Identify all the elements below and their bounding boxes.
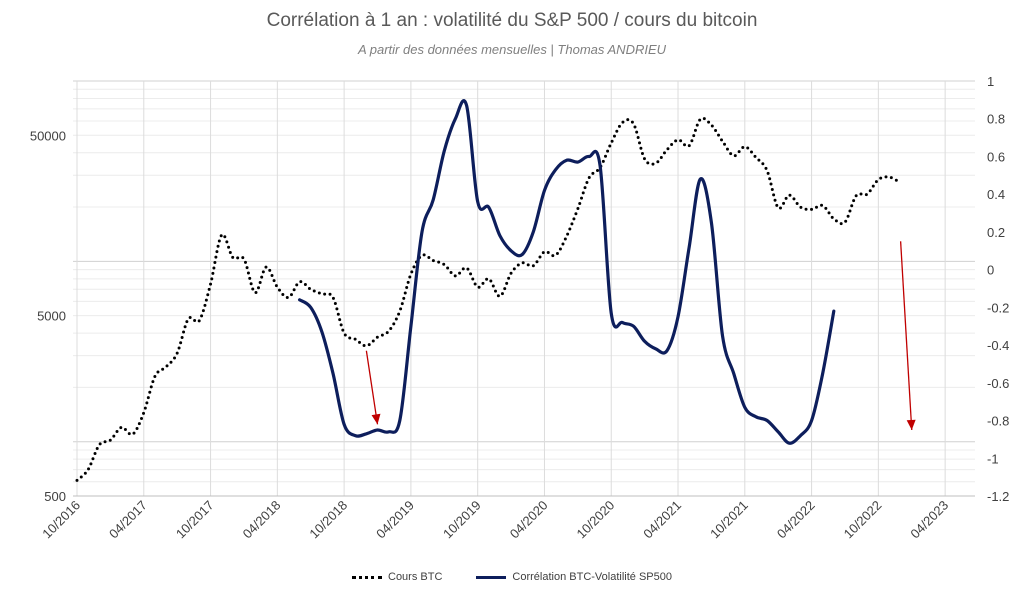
annotation-arrow-line [365, 350, 379, 425]
y-right-tick-label: 0.4 [987, 187, 1005, 202]
x-tick-label: 10/2018 [306, 498, 350, 542]
legend-swatch-dotted [352, 575, 382, 579]
y-right-tick-label: 0 [987, 263, 994, 278]
annotation-arrow-head [906, 419, 916, 430]
x-tick-label: 04/2017 [106, 498, 150, 542]
x-tick-label: 10/2017 [173, 498, 217, 542]
y-right-tick-label: 0.2 [987, 225, 1005, 240]
x-tick-label: 04/2021 [640, 498, 684, 542]
chart-subtitle: A partir des données mensuelles | Thomas… [357, 42, 667, 57]
annotation-arrow-head [371, 413, 381, 425]
y-right-tick-label: -0.8 [987, 414, 1009, 429]
y-right-tick-label: -0.6 [987, 376, 1009, 391]
legend: Cours BTC Corrélation BTC-Volatilité SP5… [0, 571, 1024, 583]
chart-title: Corrélation à 1 an : volatilité du S&P 5… [266, 10, 758, 31]
y-right-tick-label: 0.8 [987, 112, 1005, 127]
y-right-tick-label: -1 [987, 451, 999, 466]
series-line-btc [75, 116, 903, 482]
x-tick-label: 04/2019 [373, 498, 417, 542]
y-left-tick-label: 500 [44, 489, 66, 504]
series-line-correlation [298, 99, 836, 445]
legend-item-correlation: Corrélation BTC-Volatilité SP500 [476, 571, 672, 583]
y-left-tick-label: 50000 [30, 128, 66, 143]
y-right-tick-label: 1 [987, 74, 994, 89]
y-right-tick-label: -0.4 [987, 338, 1009, 353]
annotation-arrow-line [899, 241, 913, 431]
x-tick-label: 04/2022 [774, 498, 818, 542]
legend-label-btc: Cours BTC [388, 571, 443, 583]
x-tick-label: 04/2023 [907, 498, 951, 542]
legend-item-btc: Cours BTC [352, 571, 442, 583]
y-right-tick-label: -1.2 [987, 489, 1009, 504]
y-right-tick-label: 0.6 [987, 149, 1005, 164]
x-tick-label: 10/2022 [841, 498, 885, 542]
x-tick-label: 10/2016 [39, 498, 83, 542]
y-left-tick-label: 5000 [37, 309, 66, 324]
x-tick-label: 10/2019 [440, 498, 484, 542]
x-tick-label: 10/2020 [574, 498, 618, 542]
legend-swatch-solid [476, 575, 507, 579]
x-tick-label: 04/2018 [240, 498, 284, 542]
x-tick-label: 10/2021 [707, 498, 751, 542]
y-right-tick-label: -0.2 [987, 300, 1009, 315]
legend-label-correlation: Corrélation BTC-Volatilité SP500 [512, 571, 672, 583]
x-tick-label: 04/2020 [507, 498, 551, 542]
